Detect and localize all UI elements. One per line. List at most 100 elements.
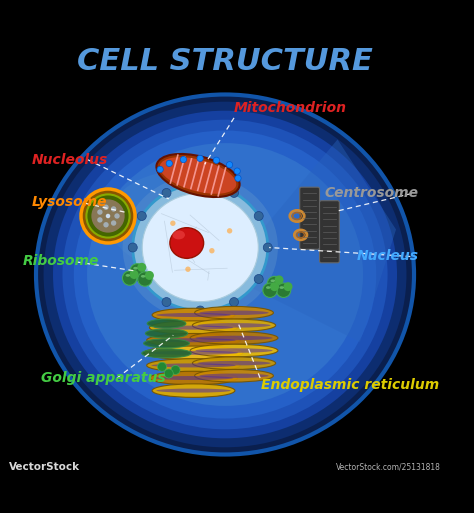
Circle shape bbox=[86, 194, 129, 238]
Circle shape bbox=[97, 209, 102, 215]
Circle shape bbox=[283, 282, 292, 291]
Ellipse shape bbox=[53, 111, 397, 438]
FancyBboxPatch shape bbox=[300, 187, 319, 249]
Circle shape bbox=[197, 155, 203, 162]
Ellipse shape bbox=[195, 336, 273, 340]
Circle shape bbox=[111, 221, 116, 226]
Ellipse shape bbox=[74, 130, 376, 419]
Ellipse shape bbox=[266, 286, 271, 289]
Ellipse shape bbox=[200, 310, 269, 315]
Circle shape bbox=[267, 277, 282, 291]
Ellipse shape bbox=[44, 102, 407, 447]
Ellipse shape bbox=[152, 384, 235, 398]
Circle shape bbox=[196, 180, 205, 189]
Ellipse shape bbox=[151, 338, 236, 342]
Circle shape bbox=[164, 369, 173, 378]
Text: VectorStock: VectorStock bbox=[9, 462, 80, 471]
Ellipse shape bbox=[126, 274, 130, 277]
Ellipse shape bbox=[87, 143, 363, 406]
Circle shape bbox=[122, 271, 137, 285]
Circle shape bbox=[91, 200, 125, 233]
Circle shape bbox=[166, 160, 173, 167]
Text: Lysosome: Lysosome bbox=[31, 195, 107, 209]
Ellipse shape bbox=[154, 376, 233, 380]
Text: CELL STRUCTURE: CELL STRUCTURE bbox=[77, 47, 373, 76]
Circle shape bbox=[227, 228, 232, 233]
Ellipse shape bbox=[63, 120, 388, 429]
Ellipse shape bbox=[195, 369, 273, 382]
Circle shape bbox=[263, 243, 272, 252]
Ellipse shape bbox=[133, 185, 268, 310]
Ellipse shape bbox=[192, 357, 276, 369]
Text: Centrosome: Centrosome bbox=[325, 187, 419, 201]
Circle shape bbox=[114, 213, 120, 219]
Circle shape bbox=[137, 211, 146, 221]
Circle shape bbox=[97, 217, 102, 223]
Circle shape bbox=[180, 156, 187, 163]
Ellipse shape bbox=[142, 349, 191, 358]
Circle shape bbox=[157, 166, 163, 172]
Text: Golgi apparatus: Golgi apparatus bbox=[40, 371, 165, 385]
Ellipse shape bbox=[190, 332, 278, 344]
Ellipse shape bbox=[147, 359, 240, 372]
Circle shape bbox=[185, 267, 191, 272]
Circle shape bbox=[170, 221, 175, 226]
Text: Endoplasmic reticulum: Endoplasmic reticulum bbox=[261, 378, 439, 392]
Circle shape bbox=[229, 298, 238, 307]
Circle shape bbox=[229, 188, 238, 198]
Ellipse shape bbox=[151, 363, 236, 367]
Ellipse shape bbox=[156, 154, 240, 197]
Ellipse shape bbox=[147, 333, 240, 347]
Circle shape bbox=[213, 157, 219, 164]
Text: Nucleus: Nucleus bbox=[356, 249, 419, 264]
Circle shape bbox=[128, 243, 137, 252]
Ellipse shape bbox=[195, 348, 273, 353]
Ellipse shape bbox=[36, 94, 414, 455]
Ellipse shape bbox=[200, 373, 269, 378]
Ellipse shape bbox=[197, 361, 271, 365]
Ellipse shape bbox=[144, 346, 243, 360]
FancyBboxPatch shape bbox=[319, 201, 339, 263]
Circle shape bbox=[263, 283, 277, 298]
Ellipse shape bbox=[271, 280, 275, 282]
Circle shape bbox=[276, 283, 291, 298]
Ellipse shape bbox=[280, 286, 284, 289]
Circle shape bbox=[138, 272, 152, 286]
Circle shape bbox=[196, 306, 205, 315]
Circle shape bbox=[81, 189, 135, 243]
Circle shape bbox=[130, 264, 145, 278]
Circle shape bbox=[270, 282, 279, 291]
Ellipse shape bbox=[156, 388, 231, 392]
Ellipse shape bbox=[142, 193, 258, 302]
Ellipse shape bbox=[195, 306, 273, 319]
Ellipse shape bbox=[197, 323, 271, 328]
Text: VectorStock.com/25131818: VectorStock.com/25131818 bbox=[336, 463, 441, 471]
Ellipse shape bbox=[149, 321, 237, 334]
Ellipse shape bbox=[154, 326, 233, 330]
Polygon shape bbox=[225, 140, 396, 342]
Ellipse shape bbox=[173, 230, 185, 240]
Ellipse shape bbox=[160, 157, 236, 194]
Ellipse shape bbox=[123, 175, 278, 320]
Text: Nucleolus: Nucleolus bbox=[31, 153, 108, 167]
Circle shape bbox=[235, 175, 241, 182]
Circle shape bbox=[171, 365, 180, 374]
Circle shape bbox=[111, 206, 116, 212]
Ellipse shape bbox=[133, 267, 138, 269]
Ellipse shape bbox=[144, 339, 190, 348]
Ellipse shape bbox=[149, 351, 238, 355]
Ellipse shape bbox=[170, 228, 204, 259]
Circle shape bbox=[254, 211, 263, 221]
Ellipse shape bbox=[152, 308, 235, 322]
Text: Mitochondrion: Mitochondrion bbox=[234, 101, 347, 115]
Circle shape bbox=[103, 222, 109, 227]
Ellipse shape bbox=[141, 275, 146, 278]
Circle shape bbox=[129, 270, 138, 279]
Circle shape bbox=[157, 362, 166, 371]
Circle shape bbox=[227, 162, 233, 168]
Ellipse shape bbox=[146, 329, 188, 338]
Circle shape bbox=[162, 298, 171, 307]
Circle shape bbox=[137, 274, 146, 284]
Ellipse shape bbox=[192, 319, 276, 332]
Circle shape bbox=[254, 274, 263, 284]
